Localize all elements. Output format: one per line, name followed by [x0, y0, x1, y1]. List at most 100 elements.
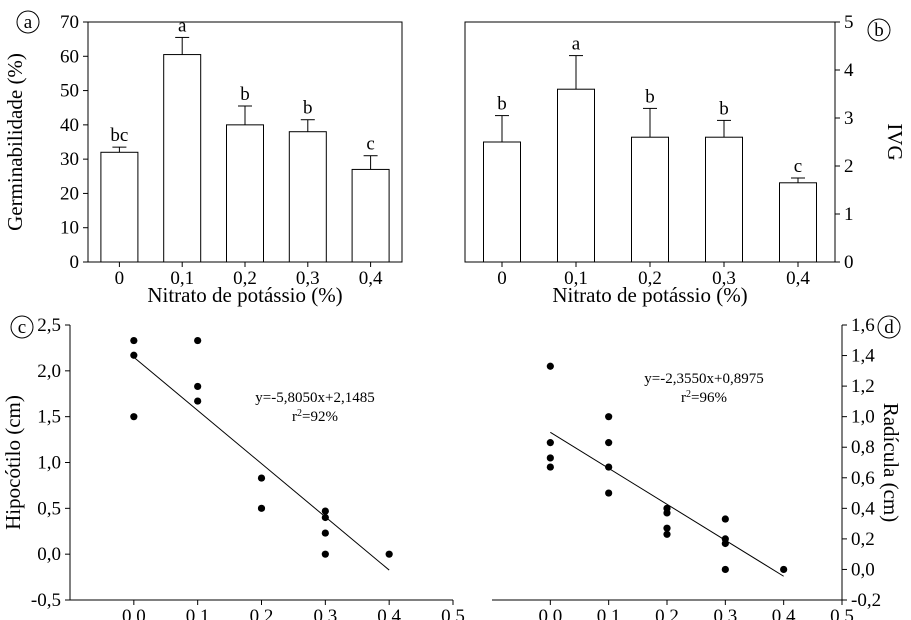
bar [631, 136, 669, 263]
bar [226, 124, 264, 263]
y-tick-label: 1,2 [851, 376, 875, 397]
y-tick-label: 0,8 [851, 437, 875, 458]
data-point [605, 463, 613, 471]
y-tick-label: 1,0 [37, 453, 61, 474]
y-tick-label: 1,6 [851, 315, 875, 336]
data-point [546, 362, 554, 370]
data-point [194, 397, 202, 405]
significance-letter: a [178, 15, 187, 36]
y-tick-label: 0 [844, 252, 854, 273]
data-point [385, 550, 393, 558]
x-tick-label: 0,1 [564, 268, 588, 289]
data-point [194, 336, 202, 345]
y-tick-label: 70 [60, 12, 79, 33]
y-tick-label: 0,4 [851, 498, 875, 519]
x-tick-label: 0,1 [597, 606, 621, 620]
y-tick-label: 0,2 [851, 529, 875, 550]
significance-letter: a [572, 34, 581, 55]
bar [288, 131, 327, 263]
data-point [721, 515, 729, 523]
panel-badge-label: a [24, 12, 33, 33]
significance-letter: c [794, 156, 802, 177]
x-tick-label: 0,5 [830, 606, 854, 620]
x-tick-label: 0,4 [772, 606, 796, 620]
data-point [663, 509, 671, 517]
y-tick-label: 50 [60, 81, 79, 102]
panel-badge [877, 315, 901, 339]
significance-letter: b [497, 94, 507, 115]
data-point [321, 529, 329, 537]
significance-letter: b [645, 86, 655, 107]
y-tick-label: 40 [60, 115, 79, 136]
significance-letter: bc [110, 125, 128, 146]
y-tick-label: 0,5 [37, 498, 61, 519]
x-tick-label: 0,1 [186, 606, 210, 620]
bar [483, 141, 521, 263]
y-tick-label: 2 [844, 156, 854, 177]
y-tick-label: -0,2 [851, 590, 881, 611]
x-axis-title: Nitrato de potássio (%) [552, 283, 747, 307]
x-tick-label: 0,2 [250, 606, 274, 620]
y-tick-label: 60 [60, 46, 79, 67]
bar [351, 168, 390, 263]
x-tick-label: 0,3 [296, 268, 320, 289]
bar [705, 136, 743, 263]
panel-badge-label: b [874, 20, 884, 41]
y-tick-label: 2,5 [37, 315, 61, 336]
panel-badge [867, 18, 891, 42]
x-tick-label: 0,4 [359, 268, 383, 289]
data-point [546, 439, 554, 447]
data-point [194, 382, 202, 391]
y-axis-title: IVG [883, 123, 907, 160]
regression-line [550, 431, 784, 577]
x-tick-label: 0,3 [712, 268, 736, 289]
x-tick-label: 0,2 [233, 268, 257, 289]
bar [779, 182, 817, 263]
data-point [257, 474, 266, 482]
x-tick-label: 0 [497, 268, 507, 289]
data-point [321, 550, 329, 558]
y-tick-label: 0,6 [851, 468, 875, 489]
x-tick-label: 0,3 [713, 606, 737, 620]
panel-badge [10, 315, 34, 339]
panel-b-ivg-chart: 0 1 2 3 4 5 IVG Nitrato de potássio (%) b b 0 a 0,1 b… [464, 12, 907, 307]
y-tick-label: 3 [844, 108, 854, 129]
data-point [321, 513, 329, 522]
significance-letter: b [719, 98, 729, 119]
data-point [605, 413, 613, 421]
y-tick-label: 2,0 [37, 361, 61, 382]
data-point [130, 413, 138, 421]
regression-equation: y=-2,3550x+0,8975 [644, 371, 763, 387]
significance-letter: c [366, 134, 374, 155]
regression-equation: y=-5,8050x+2,1485 [255, 390, 374, 406]
y-axis-title: Germinabilidade (%) [3, 53, 27, 231]
data-point [721, 565, 729, 574]
data-point [780, 565, 788, 574]
regression-line [133, 356, 390, 571]
y-tick-label: 0,0 [37, 544, 61, 565]
y-axis-title: Radícula (cm) [879, 403, 903, 523]
y-tick-label: 5 [844, 12, 854, 33]
x-tick-label: 0,4 [377, 606, 401, 620]
bar [557, 88, 595, 263]
y-tick-label: -0,5 [31, 590, 61, 611]
data-point [130, 336, 138, 345]
significance-letter: b [240, 84, 250, 105]
r-squared-label: r2=96% [681, 389, 727, 407]
data-point [546, 463, 554, 471]
data-point [605, 489, 613, 497]
y-tick-label: 1 [844, 204, 854, 225]
panel-badge [16, 10, 40, 34]
data-point [257, 504, 266, 512]
r-squared-label: r2=92% [292, 408, 338, 426]
panel-badge-label: c [18, 317, 26, 338]
data-point [721, 539, 729, 548]
x-tick-label: 0,4 [786, 268, 810, 289]
bar [163, 54, 202, 263]
x-tick-label: 0,0 [122, 606, 146, 620]
y-tick-label: 0 [70, 252, 80, 273]
panel-d-radicula-chart: -0,2 0,0 0,2 0,4 0,6 0,8 1,0 1,2 1,4 1,6 Radícula … [492, 315, 903, 620]
significance-letter: b [303, 98, 313, 119]
x-tick-label: 0 [115, 268, 125, 289]
